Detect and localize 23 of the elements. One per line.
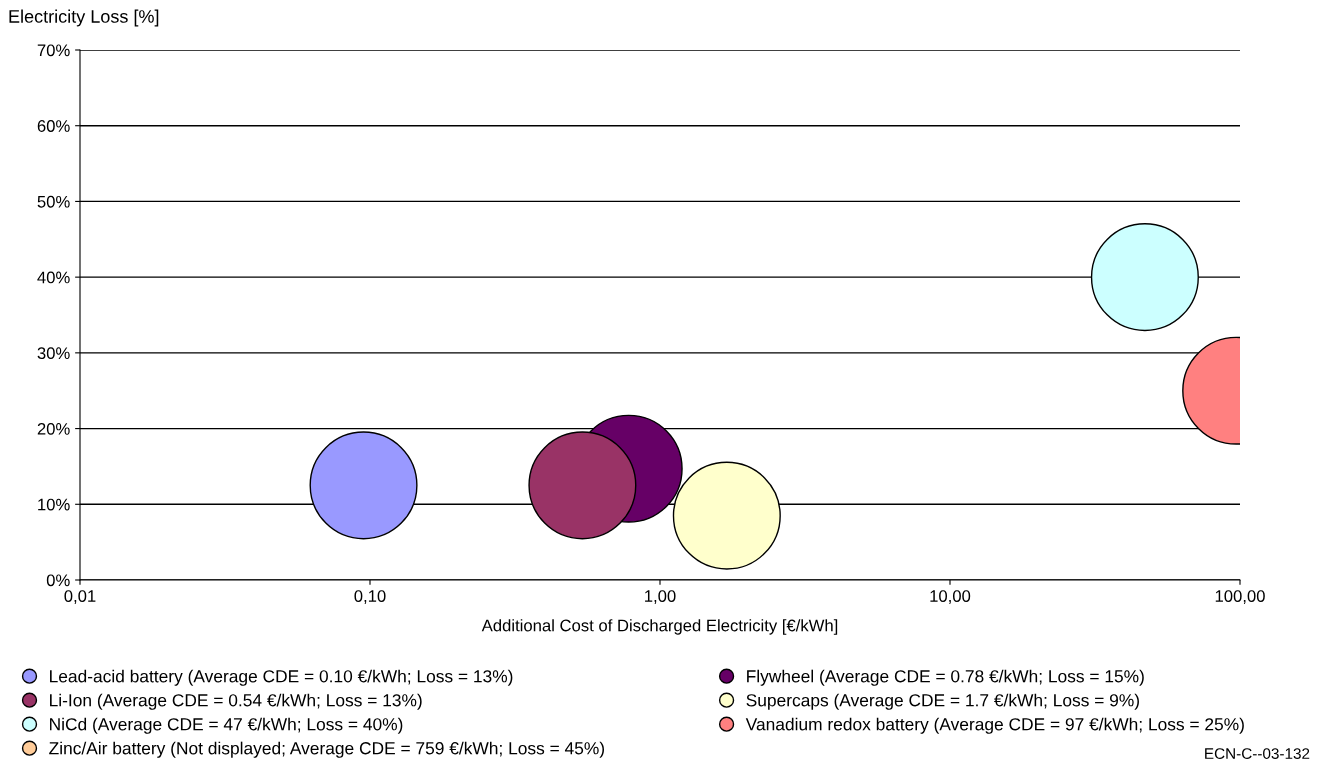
- x-tick-label: 0,01: [64, 590, 96, 604]
- y-tick-label: 50%: [37, 195, 70, 208]
- y-tick-label: 70%: [37, 44, 70, 57]
- y-axis-title: Electricity Loss [%]: [9, 9, 159, 27]
- x-tick-label: 10,00: [930, 590, 971, 604]
- legend-label: Flywheel (Average CDE = 0.78 €/kWh; Loss = 15%): [747, 669, 1144, 686]
- text: ECN-C--03-132: [1205, 748, 1310, 759]
- y-tick-label: 30%: [37, 347, 70, 360]
- legend-label: Supercaps (Average CDE = 1.7 €/kWh; Loss = 9%): [746, 693, 1139, 710]
- x-tick-label: 100,00: [1215, 590, 1265, 604]
- y-tick-label: 60%: [37, 120, 70, 132]
- y-tick-label: 20%: [37, 422, 70, 435]
- x-tick-label: 0,10: [354, 590, 386, 604]
- y-tick-label: 40%: [37, 271, 70, 284]
- legend-label: Zinc/Air battery (Not displayed; Average CDE = 759 €/kWh; Loss = 45%): [49, 741, 605, 758]
- legend-label: Li-Ion (Average CDE = 0.54 €/kWh; Loss = 13%): [50, 693, 422, 710]
- x-tick-label: 1,00: [645, 590, 676, 604]
- legend-label: NiCd (Average CDE = 47 €/kWh; Loss = 40%): [50, 717, 403, 734]
- x-axis-title: Additional Cost of Discharged Electricity [€/kWh]: [481, 619, 838, 635]
- legend-label: Vanadium redox battery (Average CDE = 97 €/kWh; Loss = 25%): [745, 717, 1244, 734]
- y-tick-label: 10%: [38, 498, 70, 511]
- legend-label: Lead-acid battery (Average CDE = 0.10 €/kWh; Loss = 13%): [50, 669, 513, 686]
- y-tick-label: 0%: [46, 574, 70, 587]
